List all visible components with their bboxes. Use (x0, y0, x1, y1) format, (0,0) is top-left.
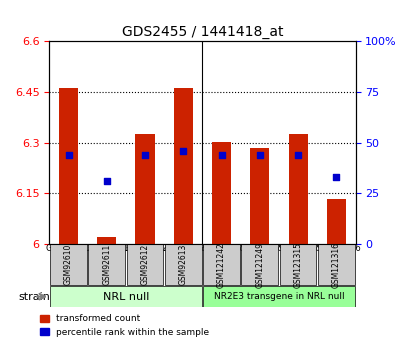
Text: GSM92610: GSM92610 (64, 244, 73, 285)
Text: GSM92611: GSM92611 (102, 244, 111, 285)
FancyBboxPatch shape (203, 244, 240, 285)
Bar (288, 134, 308, 244)
FancyBboxPatch shape (203, 286, 355, 307)
Bar (97, 237, 117, 244)
Point (180, 148, 186, 154)
Bar (212, 142, 231, 244)
FancyBboxPatch shape (241, 244, 278, 285)
FancyBboxPatch shape (280, 244, 316, 285)
Text: GSM121242: GSM121242 (196, 244, 247, 253)
Text: strain: strain (18, 292, 50, 302)
FancyBboxPatch shape (88, 244, 125, 285)
Text: NR2E3 transgene in NRL null: NR2E3 transgene in NRL null (214, 292, 344, 301)
Text: GSM92612: GSM92612 (141, 244, 150, 285)
Text: GSM121315: GSM121315 (293, 241, 303, 288)
Point (142, 152, 148, 158)
Point (257, 152, 263, 158)
Bar (59, 88, 78, 244)
Bar (174, 88, 193, 244)
FancyBboxPatch shape (50, 244, 87, 285)
Text: GSM121249: GSM121249 (235, 244, 285, 253)
Text: GSM92613: GSM92613 (179, 244, 188, 285)
Point (65, 152, 71, 158)
FancyBboxPatch shape (127, 244, 164, 285)
Point (295, 152, 301, 158)
Text: GSM121249: GSM121249 (255, 241, 264, 288)
Point (333, 174, 340, 180)
Bar (327, 199, 346, 244)
FancyBboxPatch shape (50, 286, 202, 307)
Text: GSM92613: GSM92613 (160, 244, 206, 253)
Bar (250, 148, 269, 244)
Text: GSM121242: GSM121242 (217, 242, 226, 288)
Text: GSM92611: GSM92611 (84, 244, 130, 253)
Point (103, 178, 110, 184)
Text: GSM121316: GSM121316 (311, 244, 362, 253)
FancyBboxPatch shape (318, 244, 355, 285)
Text: GSM92612: GSM92612 (122, 244, 168, 253)
Legend: transformed count, percentile rank within the sample: transformed count, percentile rank withi… (36, 311, 213, 341)
Text: GSM121315: GSM121315 (273, 244, 324, 253)
Point (218, 152, 225, 158)
Text: GSM92610: GSM92610 (46, 244, 91, 253)
Title: GDS2455 / 1441418_at: GDS2455 / 1441418_at (122, 25, 283, 39)
Text: GSM121316: GSM121316 (332, 241, 341, 288)
Bar (135, 134, 154, 244)
FancyBboxPatch shape (165, 244, 202, 285)
Text: NRL null: NRL null (103, 292, 149, 302)
